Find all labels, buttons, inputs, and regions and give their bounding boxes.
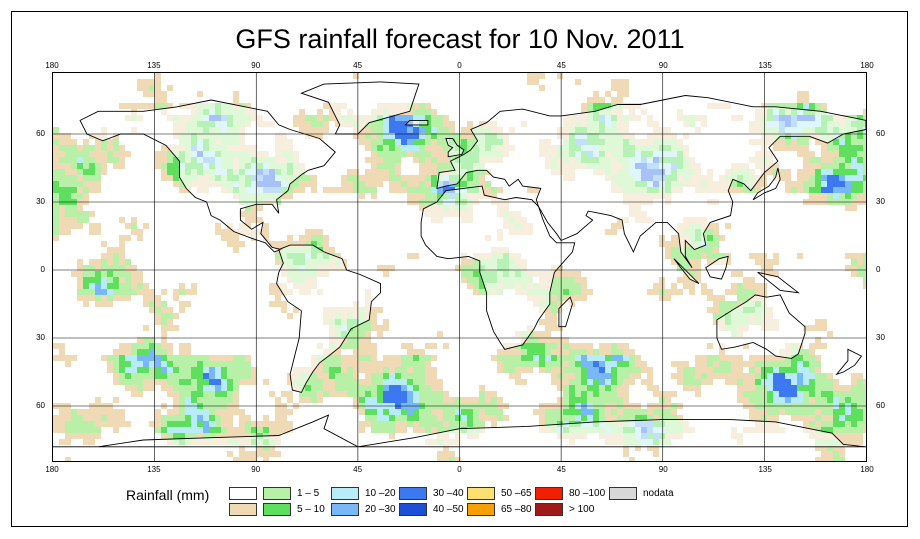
latitude-tick-label: 30 xyxy=(36,333,45,342)
legend-item: 1 – 5 xyxy=(263,486,319,500)
map-title: GFS rainfall forecast for 10 Nov. 2011 xyxy=(235,24,685,54)
legend-label: 50 –65 xyxy=(501,487,532,499)
longitude-tick-label: 90 xyxy=(658,61,668,70)
legend-item: 30 –40 xyxy=(399,486,464,500)
latitude-tick-label: 30 xyxy=(876,333,885,342)
longitude-tick-label: 45 xyxy=(556,465,566,474)
legend-label: 5 – 10 xyxy=(297,503,325,515)
legend-label: > 100 xyxy=(569,503,595,515)
legend-label: 40 –50 xyxy=(433,503,464,515)
latitude-tick-label: 60 xyxy=(36,401,45,410)
longitude-tick-label: 0 xyxy=(457,61,462,70)
longitude-tick-label: 45 xyxy=(353,465,363,474)
legend-swatch xyxy=(229,502,257,516)
legend-label: 10 –20 xyxy=(365,487,396,499)
longitude-tick-label: 0 xyxy=(457,465,462,474)
legend-swatch xyxy=(467,486,495,500)
legend-swatch xyxy=(609,486,637,500)
longitude-tick-label: 180 xyxy=(860,61,874,70)
legend-swatch xyxy=(263,486,291,500)
legend-title: Rainfall (mm) xyxy=(126,487,210,503)
legend-swatch xyxy=(535,486,563,500)
latitude-tick-label: 30 xyxy=(36,197,45,206)
legend-item: 65 –80 xyxy=(467,502,532,516)
map-canvas xyxy=(53,73,866,461)
latitude-tick-label: 60 xyxy=(876,401,885,410)
longitude-tick-label: 180 xyxy=(45,465,59,474)
longitude-tick-label: 135 xyxy=(758,465,772,474)
latitude-tick-label: 60 xyxy=(876,129,885,138)
legend-swatch xyxy=(263,502,291,516)
figure-frame xyxy=(11,11,908,527)
latitude-tick-label: 30 xyxy=(876,197,885,206)
legend-swatch xyxy=(467,502,495,516)
legend-item: 5 – 10 xyxy=(263,502,325,516)
longitude-tick-label: 45 xyxy=(353,61,363,70)
legend-label: 80 –100 xyxy=(569,487,606,499)
legend-item: nodata xyxy=(609,486,674,500)
latitude-tick-label: 60 xyxy=(36,129,45,138)
legend-swatch xyxy=(229,486,257,500)
legend-swatch xyxy=(331,486,359,500)
legend-swatch xyxy=(331,502,359,516)
legend-label: 30 –40 xyxy=(433,487,464,499)
legend-swatch xyxy=(399,486,427,500)
longitude-tick-label: 135 xyxy=(147,465,161,474)
legend-swatch xyxy=(535,502,563,516)
legend-item: 50 –65 xyxy=(467,486,532,500)
longitude-tick-label: 180 xyxy=(860,465,874,474)
legend-label: nodata xyxy=(643,487,674,499)
longitude-tick-label: 135 xyxy=(758,61,772,70)
latitude-tick-label: 0 xyxy=(876,265,881,274)
longitude-tick-label: 135 xyxy=(147,61,161,70)
graticule xyxy=(53,73,866,461)
longitude-tick-label: 90 xyxy=(251,465,261,474)
legend-label: 1 – 5 xyxy=(297,487,320,499)
legend-label: 20 –30 xyxy=(365,503,396,515)
legend-item: 40 –50 xyxy=(399,502,464,516)
latitude-tick-label: 0 xyxy=(40,265,45,274)
legend-item: 20 –30 xyxy=(331,502,396,516)
longitude-tick-label: 90 xyxy=(251,61,261,70)
legend-item: > 100 xyxy=(535,502,594,516)
legend-item: 10 –20 xyxy=(331,486,396,500)
legend-item: 80 –100 xyxy=(535,486,605,500)
legend-label: 65 –80 xyxy=(501,503,532,515)
longitude-tick-label: 45 xyxy=(556,61,566,70)
legend-swatch xyxy=(399,502,427,516)
longitude-tick-label: 90 xyxy=(658,465,668,474)
longitude-tick-label: 180 xyxy=(45,61,59,70)
world-map xyxy=(52,72,867,462)
